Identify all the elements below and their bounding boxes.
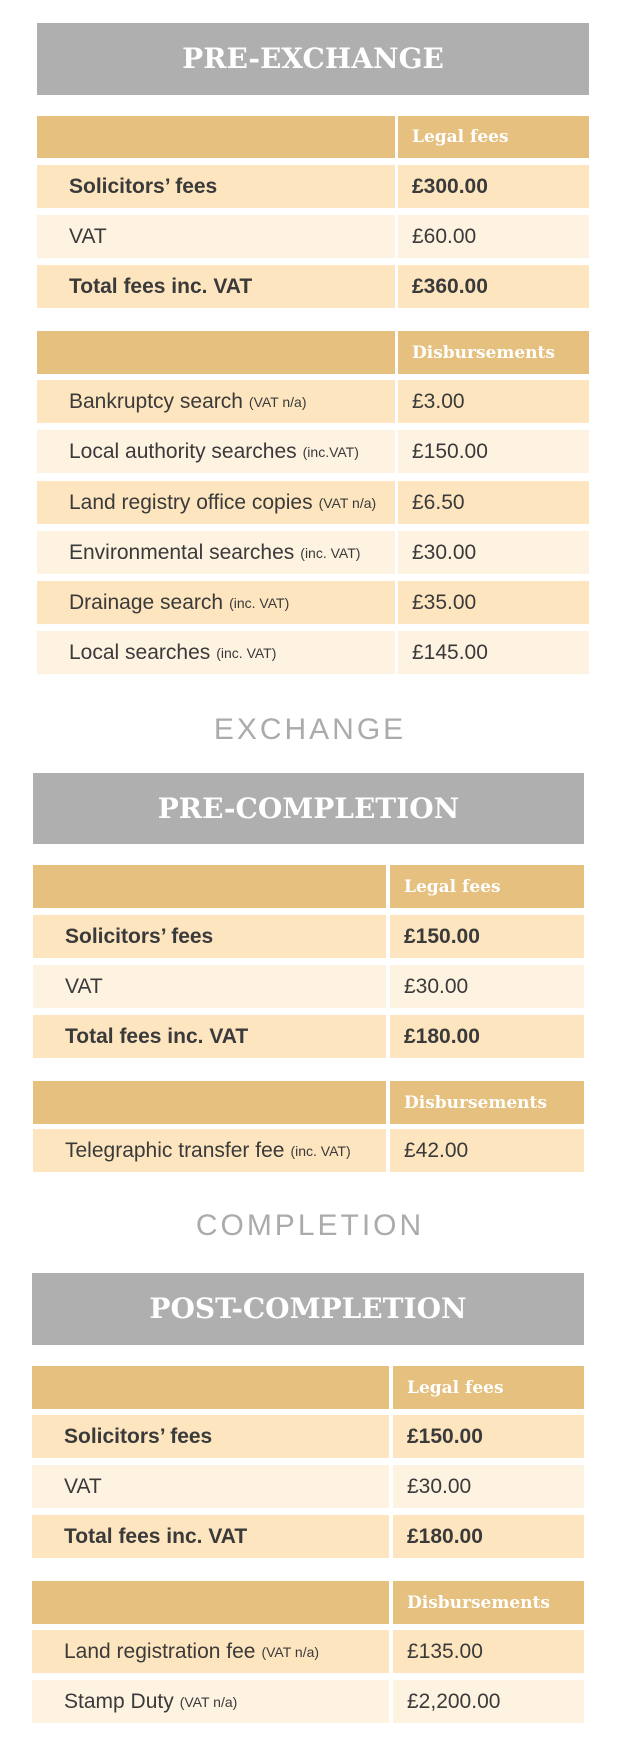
table-row: VAT £60.00: [37, 215, 589, 258]
fee-label: Solicitors’ fees: [32, 1415, 389, 1458]
table-row: Total fees inc. VAT £360.00: [37, 265, 589, 308]
fee-value: £180.00: [393, 1515, 584, 1558]
table-row: VAT £30.00: [33, 965, 584, 1008]
table-row: Bankruptcy search (VAT n/a) £3.00: [37, 380, 589, 423]
legal-fees-header: Legal fees: [393, 1366, 584, 1409]
fee-label: VAT: [37, 215, 395, 258]
fee-value: £35.00: [398, 581, 589, 624]
vat-note: (inc. VAT): [216, 644, 277, 661]
table-row: VAT £30.00: [32, 1465, 584, 1508]
table-header-row: Legal fees: [37, 116, 589, 158]
header-blank-cell: [32, 1366, 389, 1409]
fee-value: £135.00: [393, 1630, 584, 1673]
fee-value: £180.00: [390, 1015, 584, 1058]
table-row: Solicitors’ fees £300.00: [37, 165, 589, 208]
fee-label: Total fees inc. VAT: [37, 265, 395, 308]
fee-label: Telegraphic transfer fee: [65, 1138, 285, 1162]
vat-note: (VAT n/a): [318, 494, 377, 511]
fee-label: Bankruptcy search: [69, 389, 243, 413]
fee-label: Solicitors’ fees: [37, 165, 395, 208]
fee-value: £360.00: [398, 265, 589, 308]
vat-note: (inc. VAT): [300, 544, 361, 561]
fee-label: VAT: [33, 965, 386, 1008]
vat-note: (VAT n/a): [248, 393, 307, 410]
fee-label: Land registration fee: [64, 1639, 256, 1663]
table-row: Telegraphic transfer fee (inc. VAT) £42.0…: [33, 1129, 584, 1172]
table-row: Solicitors’ fees £150.00: [33, 915, 584, 958]
header-blank-cell: [33, 865, 386, 908]
header-blank-cell: [37, 331, 395, 374]
milestone-exchange: EXCHANGE: [213, 713, 407, 746]
disbursements-header: Disbursements: [398, 331, 589, 374]
fee-label: VAT: [32, 1465, 389, 1508]
fee-value: £150.00: [398, 430, 589, 473]
fee-value: £2,200.00: [393, 1680, 584, 1723]
fee-label: Drainage search: [69, 590, 224, 614]
table-row: Solicitors’ fees £150.00: [32, 1415, 584, 1458]
disbursements-header: Disbursements: [393, 1581, 584, 1624]
table-row: Local searches (inc. VAT) £145.00: [37, 631, 589, 674]
vat-note: (inc. VAT): [229, 594, 290, 611]
table-header-row: Disbursements: [32, 1581, 584, 1624]
table-row: Local authority searches (inc.VAT) £150.0…: [37, 430, 589, 473]
table-row: Drainage search (inc. VAT) £35.00: [37, 581, 589, 624]
fee-label: Local searches: [69, 640, 211, 664]
fee-value: £145.00: [398, 631, 589, 674]
fee-value: £150.00: [393, 1415, 584, 1458]
fee-label: Total fees inc. VAT: [32, 1515, 389, 1558]
table-row: Total fees inc. VAT £180.00: [32, 1515, 584, 1558]
table-row: Land registration fee (VAT n/a) £135.00: [32, 1630, 584, 1673]
table-row: Land registry office copies (VAT n/a) £6.…: [37, 481, 589, 524]
fee-label: Total fees inc. VAT: [33, 1015, 386, 1058]
fee-value: £150.00: [390, 915, 584, 958]
fee-label: Stamp Duty: [64, 1689, 174, 1713]
stage-title: PRE-EXCHANGE: [182, 42, 444, 75]
table-header-row: Legal fees: [33, 865, 584, 908]
fee-label: Environmental searches: [69, 540, 295, 564]
fee-label: Land registry office copies: [69, 490, 313, 514]
vat-note: (VAT n/a): [179, 1693, 238, 1710]
disbursements-header: Disbursements: [390, 1081, 584, 1124]
fee-value: £30.00: [390, 965, 584, 1008]
vat-note: (inc. VAT): [290, 1142, 351, 1159]
fee-label: Local authority searches: [69, 439, 297, 463]
fee-value: £30.00: [393, 1465, 584, 1508]
stage-header-pre-exchange: PRE-EXCHANGE: [37, 23, 589, 95]
fee-value: £60.00: [398, 215, 589, 258]
table-header-row: Legal fees: [32, 1366, 584, 1409]
stage-title: PRE-COMPLETION: [157, 792, 460, 825]
legal-fees-header: Legal fees: [398, 116, 589, 158]
table-header-row: Disbursements: [37, 331, 589, 374]
table-row: Stamp Duty (VAT n/a) £2,200.00: [32, 1680, 584, 1723]
header-blank-cell: [37, 116, 395, 158]
fee-value: £6.50: [398, 481, 589, 524]
vat-note: (VAT n/a): [261, 1643, 320, 1660]
milestone-completion: COMPLETION: [195, 1209, 425, 1242]
table-row: Environmental searches (inc. VAT) £30.00: [37, 531, 589, 574]
fee-value: £300.00: [398, 165, 589, 208]
fee-label: Solicitors’ fees: [33, 915, 386, 958]
fee-value: £3.00: [398, 380, 589, 423]
fee-value: £30.00: [398, 531, 589, 574]
stage-title: POST-COMPLETION: [149, 1292, 467, 1325]
stage-header-post-completion: POST-COMPLETION: [32, 1273, 584, 1345]
table-row: Total fees inc. VAT £180.00: [33, 1015, 584, 1058]
fee-value: £42.00: [390, 1129, 584, 1172]
vat-note: (inc.VAT): [302, 443, 359, 460]
legal-fees-header: Legal fees: [390, 865, 584, 908]
stage-header-pre-completion: PRE-COMPLETION: [33, 773, 584, 844]
header-blank-cell: [32, 1581, 389, 1624]
table-header-row: Disbursements: [33, 1081, 584, 1124]
header-blank-cell: [33, 1081, 386, 1124]
